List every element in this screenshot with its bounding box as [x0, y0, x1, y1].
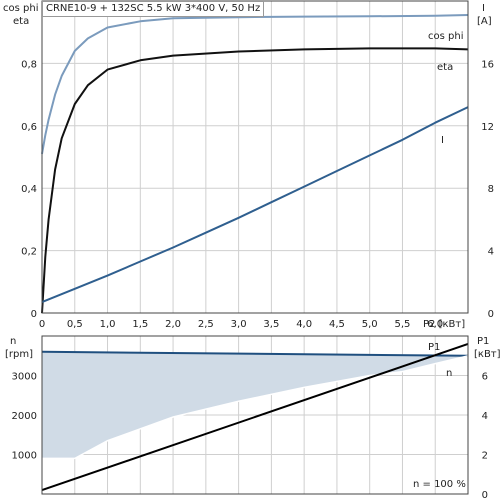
speed-percent-note: n = 100 % — [413, 479, 466, 490]
x-tick-label: 2,5 — [198, 319, 214, 330]
bottom-right-tick-label: 4 — [482, 411, 488, 422]
top-left-tick-label: 0 — [31, 309, 37, 320]
bottom-right-tick-labels: 0 2 4 6 — [482, 372, 488, 500]
top-right-tick-label: 4 — [488, 247, 494, 258]
bottom-left-tick-labels: 1000 2000 3000 — [12, 372, 37, 462]
x-tick-label: 3,5 — [263, 319, 279, 330]
x-tick-label: 1,0 — [100, 319, 116, 330]
chart-title: CRNE10-9 + 132SC 5.5 kW 3*400 V, 50 Hz — [46, 3, 261, 14]
bottom-left-axis-label-2: [rpm] — [5, 349, 33, 360]
x-axis-label: P2 [кВт] — [423, 319, 465, 330]
current-line — [41, 106, 469, 304]
bottom-right-tick-label: 0 — [482, 490, 488, 500]
top-left-axis-label-2: eta — [13, 16, 29, 27]
p1-power-line — [41, 342, 469, 492]
bottom-right-tick-label: 6 — [482, 372, 488, 383]
series-label-p1: P1 — [428, 342, 440, 353]
top-left-tick-label: 0,2 — [21, 247, 37, 258]
top-chart-series — [41, 14, 469, 314]
x-tick-label: 6,0 — [427, 319, 443, 330]
bottom-right-tick-label: 2 — [482, 451, 488, 462]
top-right-axis-label-2: [A] — [477, 16, 492, 27]
bottom-left-tick-label: 3000 — [12, 372, 37, 383]
top-left-axis-label-1: cos phi — [3, 3, 38, 14]
top-left-tick-label: 0,8 — [21, 59, 37, 70]
top-right-tick-labels: 0 4 8 12 16 — [481, 59, 494, 320]
top-left-tick-labels: 0 0,2 0,4 0,6 0,8 — [21, 59, 37, 320]
bottom-left-axis-label-1: n — [10, 336, 16, 347]
x-tick-label: 2,0 — [165, 319, 181, 330]
series-label-eta: eta — [437, 62, 453, 73]
x-tick-label: 0 — [39, 319, 45, 330]
cos-phi-line — [41, 14, 469, 155]
series-label-n: n — [446, 368, 452, 379]
x-tick-label: 0,5 — [67, 319, 83, 330]
top-left-tick-label: 0,6 — [21, 122, 37, 133]
chart-title-box — [42, 1, 264, 17]
min-speed-line — [42, 355, 469, 460]
bottom-left-tick-label: 2000 — [12, 411, 37, 422]
series-label-cos-phi: cos phi — [428, 31, 463, 42]
max-speed-line — [41, 350, 469, 357]
top-right-tick-label: 16 — [481, 59, 494, 70]
top-right-tick-label: 0 — [488, 309, 494, 320]
series-label-current: I — [441, 135, 444, 146]
bottom-right-axis-label-1: P1 — [477, 336, 489, 347]
speed-range-area — [42, 351, 468, 459]
eta-line — [41, 47, 469, 314]
top-right-tick-label: 8 — [488, 184, 494, 195]
x-tick-label: 4,5 — [329, 319, 345, 330]
x-tick-label: 4,0 — [296, 319, 312, 330]
x-tick-label: 5,5 — [395, 319, 411, 330]
top-left-tick-label: 0,4 — [21, 184, 37, 195]
top-x-tick-labels: 0 0,5 1,0 1,5 2,0 2,5 3,0 3,5 4,0 4,5 5,0 5,5 6,0 — [39, 319, 443, 330]
x-tick-label: 1,5 — [132, 319, 148, 330]
x-tick-label: 5,0 — [362, 319, 378, 330]
top-right-axis-label-1: I — [482, 3, 485, 14]
top-right-tick-label: 12 — [481, 122, 494, 133]
bottom-chart-frame — [41, 335, 469, 495]
bottom-left-tick-label: 1000 — [12, 451, 37, 462]
x-tick-label: 3,0 — [231, 319, 247, 330]
bottom-right-axis-label-2: [кВт] — [474, 349, 500, 360]
bottom-chart-series — [41, 342, 469, 492]
